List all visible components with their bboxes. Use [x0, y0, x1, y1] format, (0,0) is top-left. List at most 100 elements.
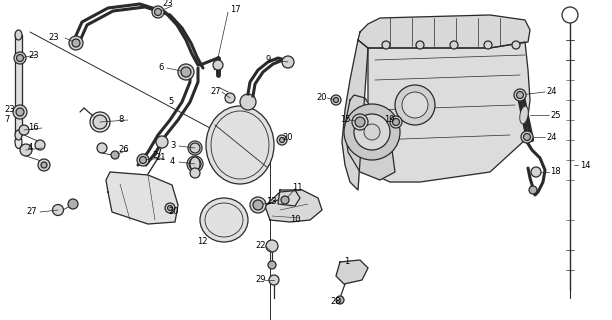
Circle shape [331, 95, 341, 105]
Polygon shape [265, 190, 322, 222]
Circle shape [523, 133, 531, 140]
Text: 4: 4 [170, 157, 175, 166]
Circle shape [416, 41, 424, 49]
Circle shape [484, 41, 492, 49]
Text: 20: 20 [282, 133, 293, 142]
Polygon shape [15, 35, 22, 135]
Circle shape [181, 67, 191, 77]
Circle shape [390, 116, 402, 128]
Text: 7: 7 [4, 116, 9, 124]
Circle shape [137, 154, 149, 166]
Polygon shape [336, 260, 368, 284]
Ellipse shape [206, 106, 274, 184]
Circle shape [53, 204, 64, 215]
Circle shape [240, 94, 256, 110]
Text: 4: 4 [28, 143, 33, 153]
Circle shape [253, 200, 263, 210]
Text: 23: 23 [162, 0, 173, 9]
Circle shape [250, 197, 266, 213]
Circle shape [355, 117, 365, 127]
Circle shape [187, 156, 203, 172]
Text: 2: 2 [152, 150, 157, 159]
Text: 10: 10 [290, 215, 300, 225]
Text: 27: 27 [210, 87, 220, 97]
Text: 12: 12 [197, 237, 207, 246]
Text: 3: 3 [170, 141, 176, 150]
Text: 1: 1 [344, 258, 349, 267]
Circle shape [13, 105, 27, 119]
Circle shape [14, 52, 26, 64]
Circle shape [16, 108, 24, 116]
Ellipse shape [520, 106, 528, 124]
Circle shape [35, 140, 45, 150]
Circle shape [165, 203, 175, 213]
Circle shape [178, 64, 194, 80]
Text: 26: 26 [118, 146, 129, 155]
Circle shape [188, 141, 202, 155]
Circle shape [41, 162, 47, 168]
Ellipse shape [200, 198, 248, 242]
Circle shape [268, 261, 276, 269]
Circle shape [395, 85, 435, 125]
Circle shape [168, 205, 173, 211]
Text: 18: 18 [550, 167, 561, 177]
Circle shape [68, 199, 78, 209]
Circle shape [69, 36, 83, 50]
Circle shape [392, 118, 400, 125]
Circle shape [111, 151, 119, 159]
Text: 20: 20 [168, 207, 179, 217]
Text: 23: 23 [28, 51, 39, 60]
Text: 9: 9 [265, 55, 271, 65]
Circle shape [72, 39, 80, 47]
Circle shape [140, 156, 146, 164]
Ellipse shape [15, 130, 22, 140]
Text: 20: 20 [316, 93, 326, 102]
Circle shape [364, 124, 380, 140]
Text: 6: 6 [158, 63, 163, 73]
Text: 15: 15 [340, 116, 351, 124]
Circle shape [521, 131, 533, 143]
Circle shape [336, 296, 344, 304]
Circle shape [213, 60, 223, 70]
Text: 8: 8 [118, 116, 124, 124]
Circle shape [344, 104, 400, 160]
Text: 11: 11 [292, 183, 302, 193]
Circle shape [529, 186, 537, 194]
Text: 29: 29 [255, 276, 266, 284]
Text: 14: 14 [580, 161, 591, 170]
Text: 13: 13 [266, 197, 277, 206]
Circle shape [352, 114, 368, 130]
Circle shape [354, 114, 390, 150]
Text: 19: 19 [384, 116, 395, 124]
Circle shape [382, 41, 390, 49]
Ellipse shape [190, 157, 200, 171]
Ellipse shape [15, 135, 22, 148]
Circle shape [531, 167, 541, 177]
Circle shape [19, 125, 29, 135]
Circle shape [90, 112, 110, 132]
Circle shape [517, 92, 523, 99]
Polygon shape [342, 40, 368, 190]
Circle shape [17, 54, 23, 61]
Circle shape [20, 144, 32, 156]
Text: 22: 22 [255, 242, 266, 251]
Circle shape [225, 93, 235, 103]
Text: 24: 24 [546, 132, 556, 141]
Polygon shape [368, 42, 530, 182]
Text: 24: 24 [546, 87, 556, 97]
Circle shape [512, 41, 520, 49]
Text: 17: 17 [230, 5, 241, 14]
Circle shape [97, 143, 107, 153]
Polygon shape [358, 15, 530, 48]
Circle shape [190, 143, 200, 153]
Circle shape [514, 89, 526, 101]
Text: 16: 16 [28, 124, 39, 132]
Circle shape [277, 135, 287, 145]
Text: 27: 27 [26, 207, 37, 217]
Circle shape [93, 115, 107, 129]
Polygon shape [345, 95, 395, 180]
Circle shape [266, 240, 278, 252]
Circle shape [189, 158, 201, 170]
Circle shape [280, 138, 285, 142]
Circle shape [269, 275, 279, 285]
